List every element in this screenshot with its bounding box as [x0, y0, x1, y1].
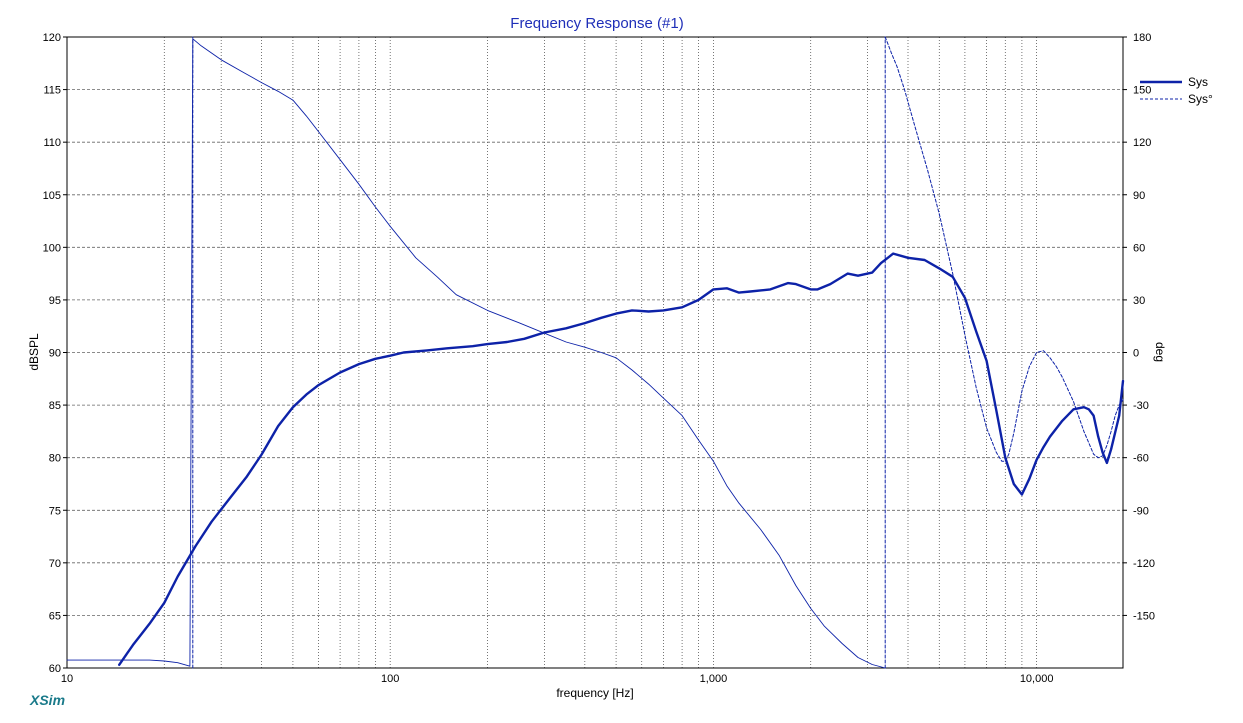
series-line-sys-spl	[117, 252, 1125, 666]
y2-tick-label: 120	[1133, 137, 1151, 149]
y2-tick-label: 150	[1133, 85, 1151, 97]
y-tick-label: 70	[49, 558, 61, 570]
y2-tick-label: -150	[1133, 610, 1155, 622]
y-axis-left-ticks: 60 65 70 75 80 85 90 95 100 105 110 115 120	[43, 32, 67, 675]
series-line-sys-phase	[66, 38, 886, 669]
y-tick-label: 115	[43, 85, 61, 97]
x-tick-label: 1,000	[700, 673, 728, 685]
grid-lines	[67, 37, 1123, 668]
y2-tick-label: -30	[1133, 400, 1149, 412]
y-axis-label: dBSPL	[27, 333, 41, 371]
chart-title: Frequency Response (#1)	[510, 15, 683, 32]
y-tick-label: 95	[49, 295, 61, 307]
y-tick-label: 75	[49, 505, 61, 517]
y-axis-right-ticks: 180 150 120 90 60 30 0 -30 -60 -90 -120 -150	[1123, 32, 1155, 622]
y2-tick-label: 90	[1133, 190, 1145, 202]
y-tick-label: 85	[49, 400, 61, 412]
y-tick-label: 100	[43, 242, 61, 254]
brand-logo-text: XSim	[29, 692, 65, 708]
y-tick-label: 105	[43, 190, 61, 202]
series-layer	[66, 36, 1125, 669]
y2-tick-label: 0	[1133, 348, 1139, 360]
y-tick-label: 90	[49, 348, 61, 360]
y2-tick-label: 60	[1133, 242, 1145, 254]
y-tick-label: 65	[49, 610, 61, 622]
y2-tick-label: -90	[1133, 505, 1149, 517]
y-tick-label: 60	[49, 663, 61, 675]
legend: Sys Sys°	[1140, 75, 1213, 106]
y2-tick-label: -60	[1133, 453, 1149, 465]
y2-tick-label: 180	[1133, 32, 1151, 44]
y2-tick-label: -120	[1133, 558, 1155, 570]
x-axis-ticks: 10 100 1,000 10,000	[61, 673, 1054, 685]
x-tick-label: 10,000	[1020, 673, 1054, 685]
series-line-sys-phase	[884, 36, 1124, 462]
y-tick-label: 110	[43, 137, 61, 149]
y2-tick-label: 30	[1133, 295, 1145, 307]
legend-label: Sys°	[1188, 92, 1213, 106]
y-tick-label: 80	[49, 453, 61, 465]
x-axis-label: frequency [Hz]	[556, 686, 633, 700]
x-tick-label: 100	[381, 673, 399, 685]
x-tick-label: 10	[61, 673, 73, 685]
y-tick-label: 120	[43, 32, 61, 44]
y2-axis-label: deg	[1153, 342, 1167, 362]
legend-label: Sys	[1188, 75, 1208, 89]
